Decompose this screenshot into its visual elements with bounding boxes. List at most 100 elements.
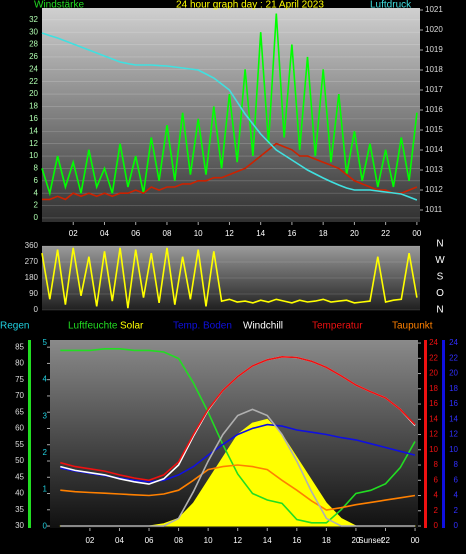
line: [60, 408, 415, 527]
y-tick-label: 0: [34, 213, 39, 222]
rain-tick-label: 1: [43, 485, 48, 494]
y2-tick-label: 1020: [425, 25, 443, 34]
axis-bar: [424, 340, 427, 528]
y2-tick-label: 12: [429, 430, 438, 439]
compass-label: W: [435, 255, 445, 266]
legend-label: Temp. Boden: [173, 321, 232, 332]
x-tick-label: 16: [292, 536, 301, 545]
x-tick-label: 06: [145, 536, 154, 545]
x-tick-label: 10: [194, 229, 203, 238]
y2-tick-label: 2: [434, 506, 439, 515]
rain-tick-label: 3: [43, 411, 48, 420]
x-tick-label: 00: [411, 536, 420, 545]
y-tick-label: 16: [29, 114, 38, 123]
y-tick-label: 55: [15, 440, 24, 449]
compass-label: S: [437, 272, 444, 283]
y3-tick-label: 12: [449, 430, 458, 439]
y-tick-label: 360: [25, 241, 39, 250]
y3-tick-label: 6: [454, 475, 459, 484]
line: [41, 247, 418, 309]
y3-tick-label: 20: [449, 369, 458, 378]
y3-tick-label: 2: [454, 506, 459, 515]
y3-tick-label: 0: [454, 521, 459, 530]
y-tick-label: 30: [15, 521, 24, 530]
x-tick-label: 00: [412, 229, 421, 238]
x-tick-label: 02: [69, 229, 78, 238]
y2-tick-label: 1019: [425, 45, 443, 54]
y-tick-label: 24: [29, 64, 38, 73]
legend-label: Windchill: [243, 321, 283, 332]
y2-tick-label: 1016: [425, 105, 443, 114]
y2-tick-label: 1015: [425, 125, 443, 134]
y2-tick-label: 1014: [425, 145, 443, 154]
y-tick-label: 270: [25, 257, 39, 266]
x-tick-label: 18: [322, 536, 331, 545]
y-tick-label: 2: [34, 201, 39, 210]
line: [41, 13, 418, 197]
y2-tick-label: 1017: [425, 85, 443, 94]
x-tick-label: 12: [233, 536, 242, 545]
y-tick-label: 26: [29, 52, 38, 61]
compass-label: N: [436, 305, 443, 316]
y2-tick-label: 24: [429, 338, 438, 347]
y-tick-label: 80: [15, 359, 24, 368]
y-tick-label: 30: [29, 27, 38, 36]
y-tick-label: 32: [29, 15, 38, 24]
y3-tick-label: 14: [449, 414, 458, 423]
x-tick-label: 02: [85, 536, 94, 545]
y-tick-label: 60: [15, 424, 24, 433]
x-tick-label: 08: [163, 229, 172, 238]
y-tick-label: 40: [15, 489, 24, 498]
y-tick-label: 65: [15, 407, 24, 416]
y2-tick-label: 0: [434, 521, 439, 530]
line: [60, 464, 416, 511]
x-tick-label: 14: [256, 229, 265, 238]
y3-tick-label: 4: [454, 491, 459, 500]
x-tick-label: 22: [381, 229, 390, 238]
y2-tick-label: 16: [429, 399, 438, 408]
y-tick-label: 4: [34, 188, 39, 197]
rain-tick-label: 4: [43, 375, 48, 384]
x-tick-label: 22: [381, 536, 390, 545]
y-tick-label: 28: [29, 40, 38, 49]
y3-tick-label: 18: [449, 384, 458, 393]
y2-axis-label: Luftdruck: [370, 0, 412, 11]
y2-tick-label: 14: [429, 414, 438, 423]
y-tick-label: 12: [29, 139, 38, 148]
compass-label: O: [436, 288, 444, 299]
y-tick-label: 35: [15, 505, 24, 514]
y-tick-label: 45: [15, 472, 24, 481]
x-tick-label: 04: [100, 229, 109, 238]
y-tick-label: 0: [34, 305, 39, 314]
y-axis-label: Windstärke: [34, 0, 84, 11]
y3-tick-label: 22: [449, 353, 458, 362]
annotation: Sunset: [358, 536, 384, 545]
line: [60, 348, 416, 524]
chart-title: 24 hour graph day : 21 April 2023: [176, 0, 324, 11]
y2-tick-label: 1018: [425, 65, 443, 74]
line: [41, 32, 418, 201]
y-tick-label: 20: [29, 89, 38, 98]
y-tick-label: 70: [15, 391, 24, 400]
line: [60, 355, 416, 482]
x-tick-label: 12: [225, 229, 234, 238]
y2-tick-label: 8: [434, 460, 439, 469]
compass-label: N: [436, 239, 443, 250]
y3-tick-label: 24: [449, 338, 458, 347]
rain-tick-label: 5: [43, 338, 48, 347]
x-tick-label: 10: [204, 536, 213, 545]
x-tick-label: 20: [350, 229, 359, 238]
x-tick-label: 08: [174, 536, 183, 545]
y2-tick-label: 22: [429, 353, 438, 362]
y2-tick-label: 1011: [425, 205, 443, 214]
x-tick-label: 20: [351, 536, 360, 545]
legend-label: Regen: [0, 321, 29, 332]
x-tick-label: 16: [287, 229, 296, 238]
y3-tick-label: 8: [454, 460, 459, 469]
y2-tick-label: 6: [434, 475, 439, 484]
y-tick-label: 8: [34, 164, 39, 173]
x-tick-label: 14: [263, 536, 272, 545]
rain-tick-label: 2: [43, 448, 48, 457]
rain-tick-label: 0: [43, 521, 48, 530]
